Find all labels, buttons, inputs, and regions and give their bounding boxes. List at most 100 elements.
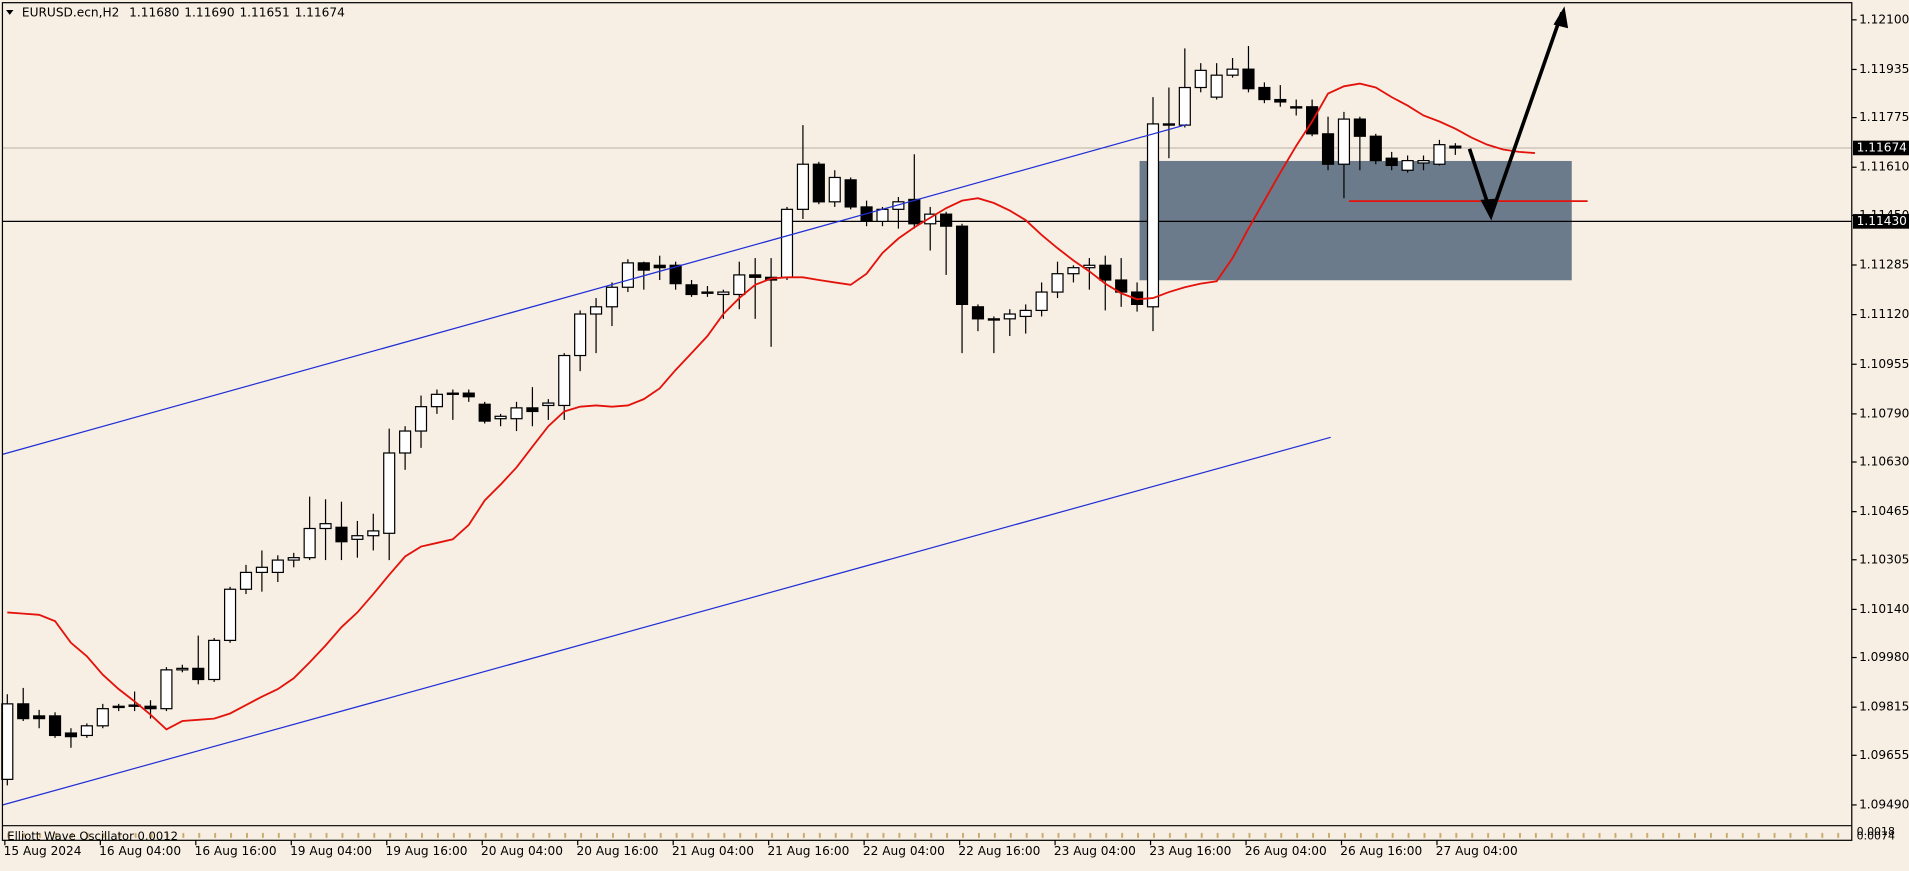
candle-body (1083, 264, 1096, 269)
candle-body (669, 264, 682, 285)
price-tag-label: 1.11430 (1857, 214, 1907, 228)
y-tick-label: 1.11285 (1859, 257, 1909, 271)
trend-line (2, 123, 1188, 455)
candle-body (1, 703, 14, 780)
candle-body (96, 708, 109, 727)
candle-body (160, 669, 173, 710)
candle-body (733, 274, 746, 296)
candle-body (367, 530, 380, 537)
candle-body (1194, 69, 1207, 89)
candle-body (112, 705, 125, 709)
x-tick-label: 22 Aug 16:00 (958, 844, 1040, 858)
candle-body (780, 208, 794, 278)
candle-body (1019, 309, 1032, 318)
x-tick-label: 16 Aug 04:00 (99, 844, 181, 858)
candle-body (1003, 313, 1016, 320)
candle-body (685, 284, 698, 296)
price-tag (1852, 214, 1909, 229)
candle-body (844, 179, 857, 208)
candle-body (335, 526, 348, 543)
candle-body (192, 667, 205, 681)
candle-body (908, 198, 921, 225)
header-low: 1.11651 (239, 5, 289, 19)
candle-body (319, 523, 332, 530)
candle-body (144, 705, 157, 710)
x-tick-label: 19 Aug 04:00 (290, 844, 372, 858)
price-tag (1852, 140, 1909, 156)
chart-header: EURUSD.ecn,H2 1.11680 1.11690 1.11651 1.1167… (22, 5, 345, 19)
candle-body (478, 403, 491, 422)
candle-body (828, 176, 841, 203)
candle-body (542, 402, 555, 407)
candle-body (526, 407, 539, 413)
candle-body (446, 392, 459, 395)
candle-body (558, 354, 571, 407)
candle-body (924, 213, 937, 225)
candle-body (223, 588, 237, 642)
candle-body (1115, 279, 1128, 293)
candle-body (1321, 133, 1335, 165)
candle-body (287, 557, 300, 561)
candle-body (33, 715, 46, 720)
candle-body (1162, 123, 1175, 126)
candle-body (621, 262, 634, 288)
candle-body (383, 452, 396, 534)
candle-body (17, 703, 30, 720)
plot-border (1, 2, 1853, 841)
y-tick-label: 1.11120 (1859, 307, 1909, 321)
y-tick-label: 1.10305 (1859, 552, 1909, 566)
candle-body (701, 291, 714, 294)
candle-body (892, 201, 905, 210)
price-layer (1, 46, 1535, 786)
candle-body (399, 430, 412, 454)
candle-body (1417, 160, 1430, 164)
oscillator-scale: 0.0074 (1857, 830, 1895, 843)
x-tick-label: 20 Aug 16:00 (576, 844, 658, 858)
y-tick-label: 1.09655 (1859, 748, 1909, 762)
x-tick-label: 21 Aug 04:00 (672, 844, 754, 858)
candle-body (1210, 74, 1223, 98)
y-tick-label: 1.09980 (1859, 650, 1909, 664)
x-tick-label: 26 Aug 16:00 (1340, 844, 1422, 858)
header-high: 1.11690 (184, 5, 234, 19)
candle-body (462, 392, 475, 398)
candle-body (589, 306, 603, 315)
x-tick-label: 21 Aug 16:00 (767, 844, 849, 858)
y-tick-label: 1.12100 (1859, 12, 1909, 26)
line-series (7, 82, 1535, 731)
candle-body (955, 225, 969, 306)
x-tick-label: 22 Aug 04:00 (863, 844, 945, 858)
y-tick-label: 1.10955 (1859, 357, 1909, 371)
candle-body (1226, 68, 1239, 76)
x-tick-label: 16 Aug 16:00 (195, 844, 277, 858)
header-open: 1.11680 (129, 5, 179, 19)
y-tick-label: 1.10140 (1859, 602, 1909, 616)
candle-body (971, 306, 985, 320)
y-tick-label: 1.10630 (1859, 455, 1909, 469)
arrow-head (1480, 198, 1496, 221)
y-tick-label: 1.11935 (1859, 62, 1909, 76)
zone (1139, 160, 1572, 281)
candle-body (1369, 135, 1382, 162)
candle-body (574, 313, 587, 357)
x-tick-label: 20 Aug 04:00 (481, 844, 563, 858)
candle-body (1401, 160, 1414, 171)
candle-body (303, 527, 316, 559)
candle-body (80, 725, 93, 737)
candle-body (637, 262, 650, 271)
candle-body (1449, 145, 1462, 149)
x-tick-label: 15 Aug 2024 (4, 844, 82, 858)
oscillator-title: Elliott Wave Oscillator 0.0012 (7, 829, 178, 843)
candle-body (876, 208, 889, 222)
candle-body (605, 286, 619, 308)
menu-icon (6, 9, 14, 15)
x-tick-label: 23 Aug 16:00 (1149, 844, 1231, 858)
y-tick-label: 1.10465 (1859, 504, 1909, 518)
y-tick-label: 1.11610 (1859, 160, 1909, 174)
candle-body (1242, 68, 1255, 90)
drawings (2, 6, 1588, 806)
